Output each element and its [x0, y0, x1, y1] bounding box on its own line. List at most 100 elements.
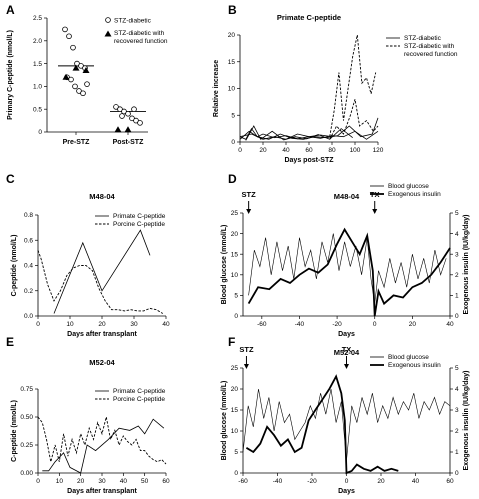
panel-a-point-open-circle: [80, 90, 86, 97]
panel-c-xtick-label: 0: [36, 321, 40, 328]
panel-c-xtick-label: 30: [130, 321, 138, 328]
panel-d-xtick-label: -60: [257, 321, 267, 328]
panel-e-ytick-label: 0.25: [20, 442, 33, 449]
panel-f-y2tick-label: 2: [455, 428, 459, 435]
panel-f-annotation-label: TX: [342, 345, 352, 354]
panel-b-series-line: [239, 117, 379, 140]
panel-d-annotation-arrow-head: [246, 209, 252, 214]
panel-b-series-line: [239, 130, 379, 140]
panel-e-xtick-label: 30: [98, 478, 106, 485]
panel-d-series-line: [248, 233, 447, 304]
panel-a-ytick-label: 0.5: [33, 106, 42, 113]
panel-c-ytick-label: 0.8: [24, 212, 33, 219]
panel-f-ytick-label: 20: [231, 386, 239, 393]
panel-e-xtick-label: 40: [120, 478, 128, 485]
panel-c-series-line: [53, 229, 151, 314]
panel-a-legend-label: STZ-diabetic: [114, 18, 152, 25]
panel-b-ytick-label: 5: [231, 112, 235, 119]
panel-a-point-filled-triangle: [82, 66, 90, 73]
panel-d-y-label: Blood glucose (mmol/L): [221, 225, 228, 305]
panel-b-letter: B: [228, 3, 237, 17]
panel-b-xtick-label: 20: [259, 147, 267, 154]
panel-a-point-filled-triangle: [124, 126, 132, 133]
panel-f-annotation-arrow-head: [344, 364, 349, 369]
panel-e: E M52-04 0 10 20 30 40 50 60 0.00 0.25 0.50 0.75 Days…: [6, 335, 170, 495]
panel-d-y2tick-label: 5: [455, 210, 459, 217]
panel-f-y2tick-label: 4: [455, 386, 459, 393]
panel-f-xtick-label: -20: [307, 478, 317, 485]
panel-f-x-label: Days: [338, 488, 355, 495]
panel-f-xtick-label: -60: [238, 478, 248, 485]
panel-a-ytick-label: 1.0: [33, 84, 42, 91]
panel-e-xtick-label: 20: [77, 478, 85, 485]
panel-d-y2tick-label: 0: [455, 313, 459, 320]
panel-f-annotation-arrow-head: [243, 364, 249, 369]
panel-f-ytick-label: 10: [231, 428, 239, 435]
panel-a-ytick-label: 2.0: [33, 38, 42, 45]
panel-a-point-open-circle: [119, 113, 125, 119]
panel-f-xtick-label: 40: [412, 478, 420, 485]
panel-a-y-label: Primary C-peptide (nmol/L): [7, 30, 14, 120]
panel-e-legend-label: Porcine C-peptide: [113, 396, 165, 403]
panel-a-ytick-label: 1.5: [33, 61, 42, 68]
panel-f-xtick-label: 20: [377, 478, 385, 485]
panel-e-letter: E: [6, 335, 14, 349]
panel-d-xtick-label: 40: [446, 321, 454, 328]
panel-c-ytick-label: 0.6: [24, 237, 33, 244]
panel-f-title: M52-04: [334, 348, 360, 357]
panel-a-point-open-circle: [70, 44, 76, 51]
panel-d-x-label: Days: [338, 331, 355, 338]
panel-f-y2tick-label: 5: [455, 365, 459, 372]
panel-d-y2tick-label: 4: [455, 231, 459, 238]
panel-e-legend-label: Primate C-peptide: [113, 388, 166, 395]
panel-c-xtick-label: 40: [162, 321, 170, 328]
panel-d-legend-label: Exogenous insulin: [388, 191, 441, 198]
panel-d-xtick-label: 0: [373, 321, 377, 328]
panel-c-series-line: [37, 250, 164, 314]
panel-d-legend-label: Blood glucose: [388, 183, 429, 190]
panel-c-xtick-label: 20: [98, 321, 106, 328]
panel-a-letter: A: [6, 3, 15, 17]
panel-e-xtick-label: 10: [56, 478, 64, 485]
panel-a-point-open-circle: [125, 110, 131, 117]
panel-d-annotation-label: STZ: [242, 190, 257, 199]
panel-e-xtick-label: 60: [162, 478, 170, 485]
panel-f-y2-label: Exogenous insulin (IU/kg/day): [463, 371, 470, 471]
panel-a-category-label: Pre-STZ: [63, 139, 91, 146]
panel-a-legend-label: recovered function: [114, 38, 168, 45]
panel-e-y-label: C-peptide (nmol/L): [11, 400, 18, 462]
panel-a-point-open-circle: [131, 106, 137, 112]
panel-d-ytick-label: 5: [234, 293, 238, 300]
panel-a-legend-circle-icon: [105, 17, 111, 23]
panel-f-xtick-label: 0: [345, 478, 349, 485]
panel-d-title: M48-04: [334, 192, 360, 201]
panel-d-ytick-label: 20: [231, 231, 239, 238]
panel-f-xtick-label: 60: [446, 478, 454, 485]
panel-c-letter: C: [6, 172, 15, 186]
panel-f-annotation-label: STZ: [239, 345, 254, 354]
panel-a-point-open-circle: [72, 83, 78, 90]
panel-b-xtick-label: 60: [305, 147, 313, 154]
panel-b-ytick-label: 15: [228, 59, 236, 66]
panel-b-legend-label: STZ-diabetic with: [404, 43, 455, 50]
panel-b-legend-label: STZ-diabetic: [404, 35, 442, 42]
panel-f-ytick-label: 15: [231, 407, 239, 414]
panel-d-y2tick-label: 1: [455, 293, 459, 300]
panel-c-ytick-label: 0.4: [24, 263, 33, 270]
panel-b-series-line: [245, 125, 353, 141]
panel-f-letter: F: [228, 335, 235, 349]
panel-f-y2tick-label: 3: [455, 407, 459, 414]
panel-d-ytick-label: 0: [234, 313, 238, 320]
panel-d-xtick-label: -40: [295, 321, 305, 328]
panel-f-ytick-label: 5: [234, 449, 238, 456]
panel-f-y2tick-label: 0: [455, 470, 459, 477]
panel-b-xtick-label: 40: [282, 147, 290, 154]
panel-f-series-line: [245, 374, 399, 475]
panel-c-x-label: Days after transplant: [67, 331, 137, 338]
panel-b-series-line: [329, 34, 377, 137]
panel-d-ytick-label: 10: [231, 272, 239, 279]
panel-d-annotation-arrow-head: [372, 209, 378, 214]
panel-a: A 0 0.5 1.0 1.5 2.0 2.5 Pre-STZ Post-STZ Primary …: [6, 3, 168, 146]
